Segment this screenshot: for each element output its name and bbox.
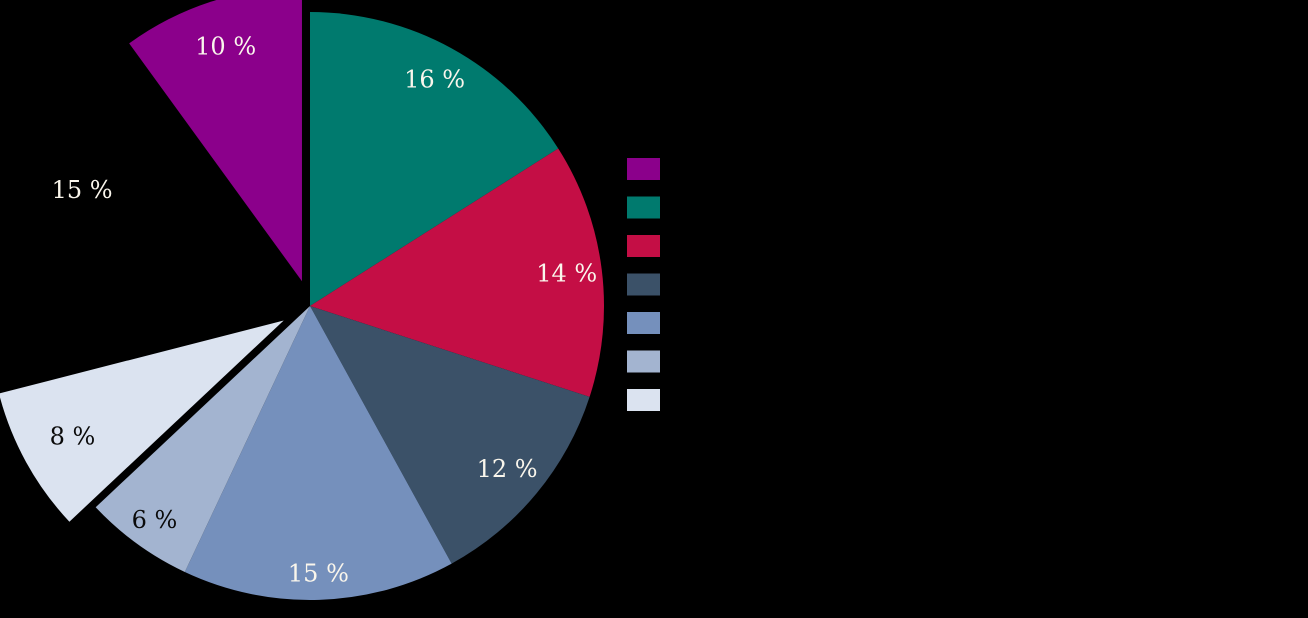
- pie-slices: [0, 0, 604, 600]
- slice-labels: 16 % 14 % 12 % 15 % 6 % 8 % 15 % 10 %: [50, 32, 598, 587]
- legend-swatch: [627, 158, 660, 180]
- pie-slice: [16, 306, 310, 380]
- legend-swatch: [627, 273, 660, 296]
- pie-slice: [95, 306, 311, 573]
- pie-slice-label: 15 %: [288, 559, 349, 587]
- legend-swatch: [627, 235, 660, 257]
- pie-slice: [310, 12, 559, 306]
- legend-swatch: [627, 389, 660, 411]
- pie-slice: [0, 320, 284, 522]
- legend-swatch: [627, 196, 660, 219]
- legend-swatch: [627, 312, 660, 334]
- pie-slice-label: 14 %: [536, 260, 597, 288]
- pie-slice: [16, 68, 310, 307]
- pie-slice: [310, 148, 604, 397]
- pie-slice-label: 12 %: [477, 455, 538, 483]
- legend: [627, 158, 660, 411]
- pie-slice: [129, 0, 302, 282]
- pie-slice-label: 16 %: [404, 65, 465, 93]
- pie-slice-label: 15 %: [52, 176, 113, 204]
- pie-slice-label: 6 %: [132, 506, 178, 534]
- pie-slice-label: 10 %: [195, 32, 256, 60]
- pie-slice: [310, 306, 590, 564]
- pie-slice-label: 8 %: [50, 423, 96, 451]
- pie-slice: [184, 306, 452, 600]
- legend-swatch: [627, 350, 660, 373]
